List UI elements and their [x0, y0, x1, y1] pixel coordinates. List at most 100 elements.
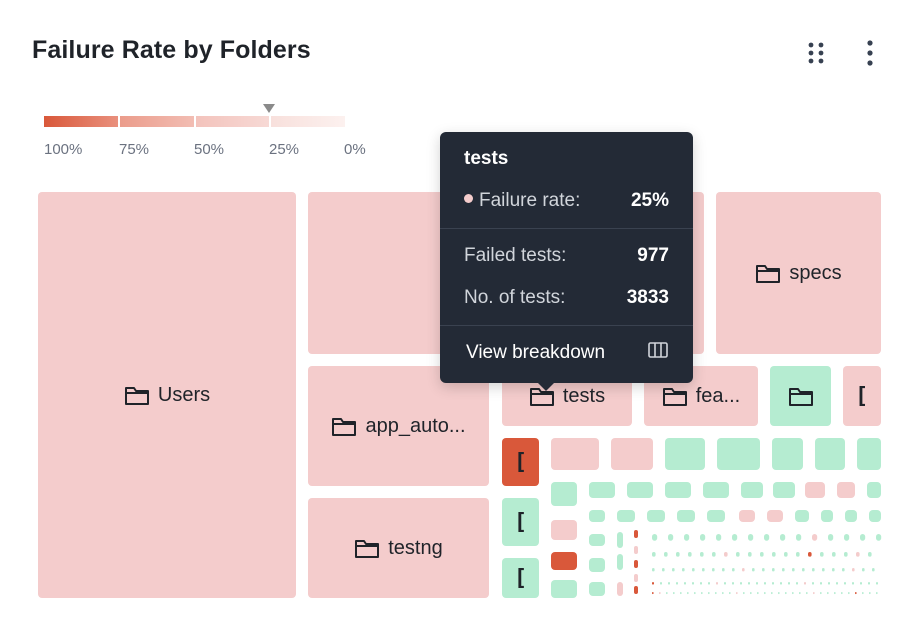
treemap-tiny-tile[interactable] [680, 592, 682, 595]
treemap-tiny-tile[interactable] [862, 592, 864, 595]
treemap-tiny-tile[interactable] [652, 592, 654, 595]
treemap-tiny-tile[interactable] [780, 582, 782, 585]
treemap-tiny-tile[interactable] [812, 582, 814, 585]
treemap-tile-mini[interactable] [589, 582, 605, 596]
treemap-tiny-tile[interactable] [796, 582, 798, 585]
treemap-tiny-tile[interactable] [792, 592, 794, 595]
treemap-tiny-tile[interactable] [742, 568, 745, 572]
treemap-tiny-tile[interactable] [664, 552, 668, 557]
treemap-tiny-tile[interactable] [715, 592, 717, 595]
treemap-tiny-tile[interactable] [778, 592, 780, 595]
treemap-tiny-tile[interactable] [700, 582, 702, 585]
treemap-tiny-tile[interactable] [808, 552, 812, 557]
treemap-tile-mini[interactable] [772, 438, 803, 470]
treemap-tiny-tile[interactable] [827, 592, 829, 595]
treemap-tile-mini[interactable] [805, 482, 825, 498]
treemap-tile-mini[interactable] [589, 558, 605, 572]
treemap-tiny-tile[interactable] [724, 552, 728, 557]
treemap-tiny-tile[interactable] [716, 534, 722, 541]
treemap-tiny-tile[interactable] [676, 582, 678, 585]
treemap-tiny-tile[interactable] [760, 552, 764, 557]
treemap-tiny-tile[interactable] [750, 592, 752, 595]
treemap-tiny-tile[interactable] [673, 592, 675, 595]
treemap-tiny-tile[interactable] [796, 552, 800, 557]
treemap-tiny-tile[interactable] [634, 546, 638, 554]
treemap-tiny-tile[interactable] [652, 582, 654, 585]
treemap-tiny-tile[interactable] [672, 568, 675, 572]
treemap-tile-mini[interactable] [869, 510, 881, 522]
treemap-tiny-tile[interactable] [634, 560, 638, 568]
treemap-tiny-tile[interactable] [772, 582, 774, 585]
treemap-tiny-tile[interactable] [796, 534, 802, 541]
treemap-tiny-tile[interactable] [834, 592, 836, 595]
treemap-tiny-tile[interactable] [662, 568, 665, 572]
treemap-tiny-tile[interactable] [634, 530, 638, 538]
treemap-tiny-tile[interactable] [668, 582, 670, 585]
treemap-tiny-tile[interactable] [732, 534, 738, 541]
treemap-tile-folder-small[interactable]: [ [843, 366, 881, 426]
treemap-tiny-tile[interactable] [832, 568, 835, 572]
treemap-tiny-tile[interactable] [856, 552, 860, 557]
treemap-tiny-tile[interactable] [812, 534, 818, 541]
treemap-tile-mini[interactable] [845, 510, 857, 522]
treemap-tiny-tile[interactable] [836, 582, 838, 585]
treemap-tiny-tile[interactable] [860, 582, 862, 585]
treemap-tile-mini[interactable] [551, 580, 577, 598]
treemap-tiny-tile[interactable] [692, 582, 694, 585]
treemap-tiny-tile[interactable] [729, 592, 731, 595]
treemap-tiny-tile[interactable] [688, 552, 692, 557]
treemap-tile-mini[interactable] [665, 482, 691, 498]
treemap-tile-mini[interactable] [741, 482, 763, 498]
treemap-tile-mini[interactable] [551, 482, 577, 506]
treemap-tiny-tile[interactable] [820, 592, 822, 595]
treemap-tile-mini[interactable] [627, 482, 653, 498]
view-breakdown-button[interactable]: View breakdown [466, 342, 668, 364]
treemap-tiny-tile[interactable] [820, 552, 824, 557]
treemap-tiny-tile[interactable] [868, 552, 872, 557]
treemap-tiny-tile[interactable] [844, 552, 848, 557]
treemap-tiny-tile[interactable] [852, 568, 855, 572]
treemap-tile-mini[interactable] [717, 438, 760, 470]
treemap-tiny-tile[interactable] [722, 592, 724, 595]
treemap-tiny-tile[interactable] [716, 582, 718, 585]
treemap-tile-mini[interactable] [857, 438, 881, 470]
treemap-tiny-tile[interactable] [694, 592, 696, 595]
treemap-tile-mini[interactable] [795, 510, 809, 522]
treemap-tile-mini[interactable] [677, 510, 695, 522]
treemap-tiny-tile[interactable] [666, 592, 668, 595]
treemap-tile-mini[interactable] [767, 510, 783, 522]
treemap-tiny-tile[interactable] [828, 534, 834, 541]
treemap-tile-mini[interactable] [617, 582, 623, 596]
treemap-tiny-tile[interactable] [708, 582, 710, 585]
treemap-tile-mini[interactable] [611, 438, 653, 470]
treemap-tiny-tile[interactable] [762, 568, 765, 572]
treemap-tiny-tile[interactable] [724, 582, 726, 585]
treemap-tiny-tile[interactable] [842, 568, 845, 572]
treemap-tile-mini[interactable] [551, 438, 599, 470]
treemap-tile-users[interactable]: Users [38, 192, 296, 598]
treemap-tiny-tile[interactable] [732, 568, 735, 572]
treemap-tiny-tile[interactable] [788, 582, 790, 585]
treemap-tiny-tile[interactable] [684, 534, 690, 541]
drag-handle-icon[interactable] [806, 40, 826, 66]
treemap-tile-mini[interactable] [589, 482, 615, 498]
treemap-tile-app-auto[interactable]: app_auto... [308, 366, 489, 486]
treemap-tile-mini[interactable] [707, 510, 725, 522]
treemap-tiny-tile[interactable] [700, 534, 706, 541]
treemap-tiny-tile[interactable] [841, 592, 843, 595]
treemap-tiny-tile[interactable] [828, 582, 830, 585]
treemap-tiny-tile[interactable] [832, 552, 836, 557]
treemap-tiny-tile[interactable] [764, 582, 766, 585]
treemap-tiny-tile[interactable] [676, 552, 680, 557]
treemap-tile-mini[interactable] [703, 482, 729, 498]
treemap-tiny-tile[interactable] [869, 592, 871, 595]
treemap-tiny-tile[interactable] [732, 582, 734, 585]
treemap-tile-mini[interactable] [617, 554, 623, 570]
treemap-tile-mini[interactable] [589, 534, 605, 546]
treemap-tiny-tile[interactable] [692, 568, 695, 572]
treemap-tiny-tile[interactable] [684, 582, 686, 585]
treemap-tiny-tile[interactable] [852, 582, 854, 585]
treemap-tiny-tile[interactable] [722, 568, 725, 572]
treemap-tiny-tile[interactable] [820, 582, 822, 585]
treemap-tile-testng[interactable]: testng [308, 498, 489, 598]
